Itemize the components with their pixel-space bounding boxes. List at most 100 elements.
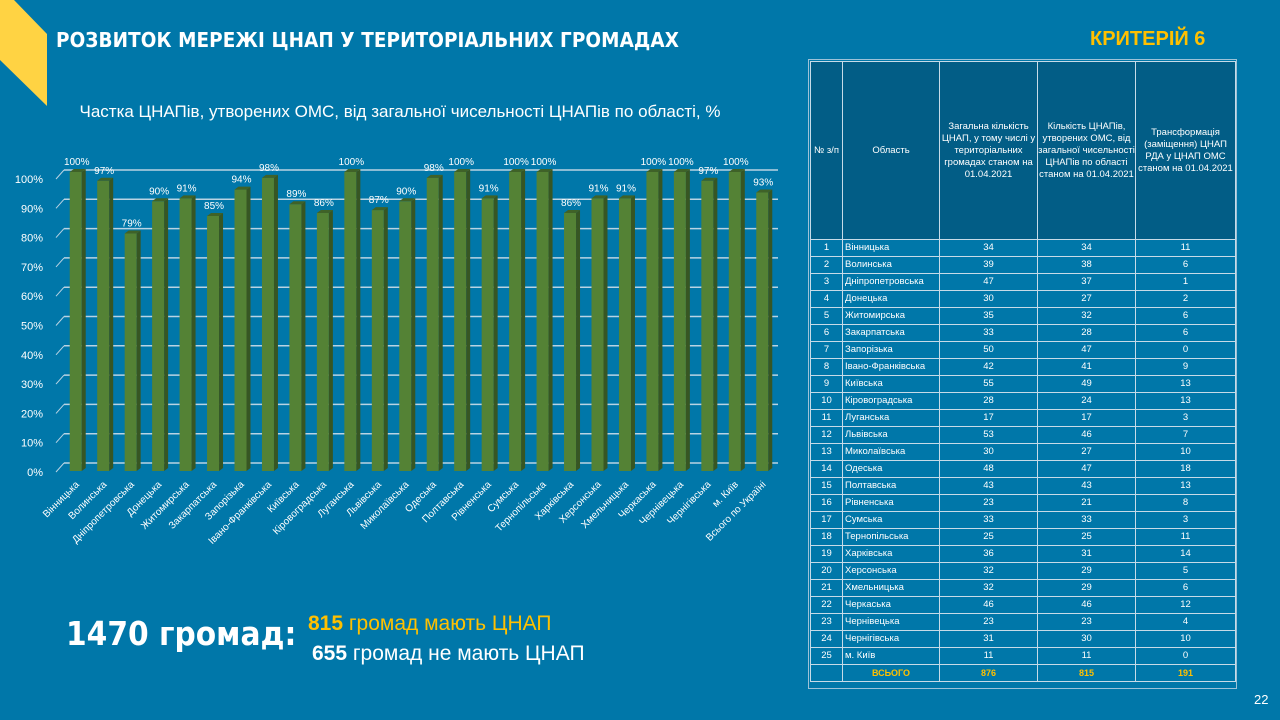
cell-number: 1 xyxy=(810,239,843,257)
cell-number: 25 xyxy=(810,647,843,665)
cell-number: 24 xyxy=(810,630,843,648)
data-label: 100% xyxy=(503,157,529,168)
table-row: 5 Житомирська 35 32 6 xyxy=(810,307,1236,325)
bar-top xyxy=(591,195,608,199)
cell-oms: 43 xyxy=(1037,477,1136,495)
cell-oms: 37 xyxy=(1037,273,1136,291)
table-row: 20 Херсонська 32 29 5 xyxy=(810,562,1236,580)
cell-number: 11 xyxy=(810,409,843,427)
cell-region: Київська xyxy=(842,375,940,393)
cell-number: 10 xyxy=(810,392,843,410)
cell-number: 16 xyxy=(810,494,843,512)
data-label: 93% xyxy=(753,178,773,189)
bar xyxy=(69,172,82,471)
cell-transform: 11 xyxy=(1135,528,1236,546)
cell-transform: 6 xyxy=(1135,256,1236,274)
cell-transform: 13 xyxy=(1135,477,1236,495)
header-transformation: Трансформація (заміщення) ЦНАП РДА у ЦНА… xyxy=(1135,61,1236,240)
cell-number xyxy=(810,664,843,682)
cell-region: Тернопільська xyxy=(842,528,940,546)
bar-side xyxy=(81,169,86,471)
cell-number: 4 xyxy=(810,290,843,308)
cell-total: 43 xyxy=(939,477,1038,495)
bar-top xyxy=(97,177,114,181)
cell-region: Херсонська xyxy=(842,562,940,580)
bar-top xyxy=(454,169,471,172)
table-row: 12 Львівська 53 46 7 xyxy=(810,426,1236,444)
bar xyxy=(261,177,274,472)
cell-oms: 27 xyxy=(1037,290,1136,308)
bar-side xyxy=(493,195,498,471)
bar-side xyxy=(658,169,663,471)
cell-transform: 11 xyxy=(1135,239,1236,257)
cell-region: Запорізька xyxy=(842,341,940,359)
cell-total: 55 xyxy=(939,375,1038,393)
data-label: 89% xyxy=(286,189,306,200)
without-text: громад не мають ЦНАП xyxy=(347,642,585,665)
table-row: 2 Волинська 39 38 6 xyxy=(810,256,1236,274)
cell-region: Хмельницька xyxy=(842,579,940,597)
cell-oms: 34 xyxy=(1037,239,1136,257)
bar-top xyxy=(69,169,86,172)
bar xyxy=(124,233,137,471)
cell-total: 34 xyxy=(939,239,1038,257)
bar xyxy=(234,189,247,471)
gridline-diagonal xyxy=(55,198,65,209)
cell-number: 12 xyxy=(810,426,843,444)
cell-number: 6 xyxy=(810,324,843,342)
table-row: 21 Хмельницька 32 29 6 xyxy=(810,579,1236,597)
cell-total: 33 xyxy=(939,324,1038,342)
cell-number: 18 xyxy=(810,528,843,546)
gridline-diagonal xyxy=(55,462,65,473)
cell-region: ВСЬОГО xyxy=(842,664,940,682)
bar-side xyxy=(219,212,224,471)
cell-oms: 46 xyxy=(1037,426,1136,444)
bar-top xyxy=(344,169,361,172)
cell-region: Івано-Франківська xyxy=(842,358,940,376)
cell-number: 7 xyxy=(810,341,843,359)
bar-side xyxy=(164,198,169,472)
cell-total: 36 xyxy=(939,545,1038,563)
cell-transform: 6 xyxy=(1135,307,1236,325)
cell-oms: 33 xyxy=(1037,511,1136,529)
cell-total: 33 xyxy=(939,511,1038,529)
cell-number: 21 xyxy=(810,579,843,597)
cell-oms: 30 xyxy=(1037,630,1136,648)
y-tick-label: 90% xyxy=(21,203,43,215)
bar-top xyxy=(646,169,663,172)
cell-region: Житомирська xyxy=(842,307,940,325)
bar-side xyxy=(273,174,278,472)
cell-oms: 32 xyxy=(1037,307,1136,325)
cell-oms: 27 xyxy=(1037,443,1136,461)
bar xyxy=(152,201,165,472)
cell-total: 23 xyxy=(939,494,1038,512)
communities-without-cnap: 655 громад не мають ЦНАП xyxy=(312,642,585,666)
cell-region: Миколаївська xyxy=(842,443,940,461)
table-row: 4 Донецька 30 27 2 xyxy=(810,290,1236,308)
table-row: 19 Харківська 36 31 14 xyxy=(810,545,1236,563)
bar-top xyxy=(426,174,443,178)
table-row: 3 Дніпропетровська 47 37 1 xyxy=(810,273,1236,291)
bar-side xyxy=(768,189,773,471)
cell-total: 50 xyxy=(939,341,1038,359)
data-label: 100% xyxy=(448,157,474,168)
bar-side xyxy=(630,195,635,471)
bar xyxy=(179,198,192,471)
cell-number: 23 xyxy=(810,613,843,631)
cell-oms: 24 xyxy=(1037,392,1136,410)
data-label: 91% xyxy=(479,183,499,194)
bar-side xyxy=(603,195,608,471)
cell-total: 35 xyxy=(939,307,1038,325)
cell-number: 8 xyxy=(810,358,843,376)
cell-region: Рівненська xyxy=(842,494,940,512)
table-row: 10 Кіровоградська 28 24 13 xyxy=(810,392,1236,410)
bar-top xyxy=(234,186,251,190)
cell-region: Кіровоградська xyxy=(842,392,940,410)
bar-top xyxy=(179,195,196,199)
bar xyxy=(481,198,494,471)
gridline-diagonal xyxy=(55,286,65,297)
cell-oms: 28 xyxy=(1037,324,1136,342)
data-label: 100% xyxy=(668,157,694,168)
cell-number: 15 xyxy=(810,477,843,495)
data-label: 86% xyxy=(561,198,581,209)
